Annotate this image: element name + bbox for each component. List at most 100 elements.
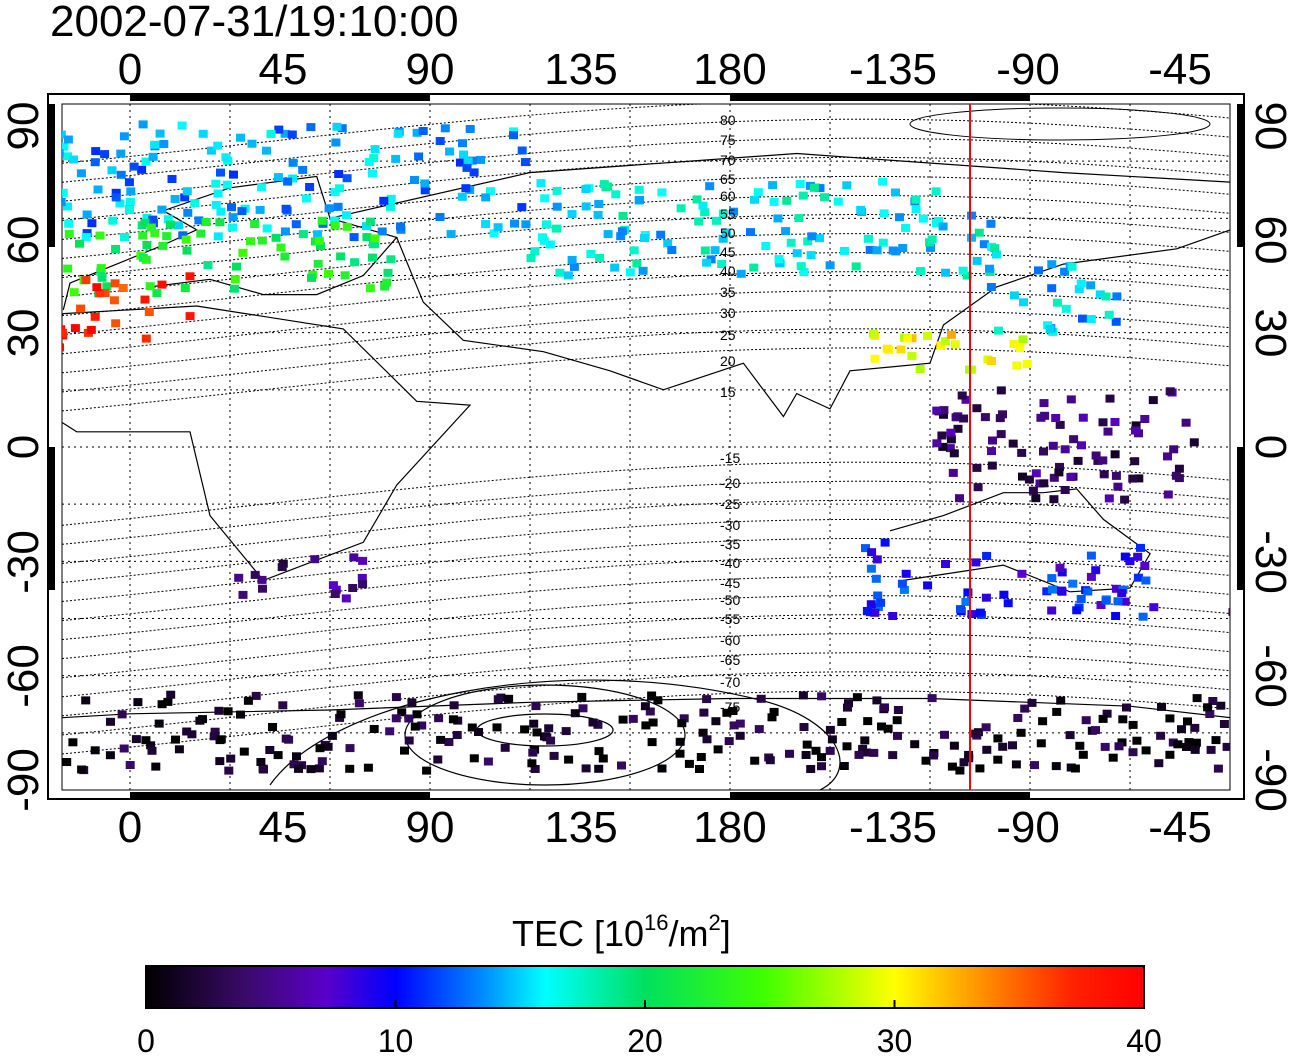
latitude-tick-label: 30 [1246,309,1292,358]
tec-cell [799,723,809,731]
tec-cell [931,187,941,196]
magnetic-contour [62,518,1230,583]
tec-cell [1112,292,1122,301]
tec-cell [465,125,475,133]
coastline [62,175,398,310]
tec-cell [801,751,811,759]
latitude-tick-label: -90 [1246,748,1292,812]
tec-cell [702,258,712,267]
tec-cell [1104,310,1114,319]
tec-cell [878,238,888,247]
tec-cell [8,165,17,173]
tec-cell [946,330,956,339]
tec-cell [108,216,118,225]
tec-cell [610,263,620,272]
tec-cell [1141,576,1151,585]
tec-cell [611,190,621,199]
tec-cell [148,215,158,224]
tec-cell [410,722,420,731]
magnetic-contour [62,595,1230,660]
tec-cell [1048,441,1058,450]
tec-cell [385,202,395,211]
tec-cell [842,742,852,751]
tec-cell [1076,595,1086,603]
tec-cell [852,693,862,702]
tec-cell [722,228,731,237]
longitude-tick-label: 135 [544,803,617,852]
tec-cell [483,757,493,766]
tec-cell [1103,427,1113,436]
tec-cell [452,731,462,739]
tec-cell [520,725,530,734]
tec-cell [221,153,231,162]
tec-cell [598,754,608,763]
tec-cell [396,222,405,231]
tec-cell [100,289,110,297]
tec-cell [489,229,499,238]
tec-cell [215,218,225,227]
tec-cell [147,746,157,755]
tec-cell [106,717,115,726]
tec-cell [1232,720,1241,728]
tec-cell [386,194,396,203]
tec-cell [62,197,66,206]
tec-cell [162,232,172,241]
tec-cell [386,255,396,264]
tec-cell [1149,603,1159,612]
tec-cell [595,254,605,262]
tec-cell [1047,284,1057,293]
tec-cell [1213,764,1223,773]
tec-cell [1028,486,1038,495]
tec-cell [349,233,359,242]
tec-cell [599,180,609,189]
tec-cell [400,746,409,755]
tec-cell [76,169,86,178]
tec-cell [1132,736,1142,745]
tec-cell [365,217,375,226]
magnetic-contour [62,347,1230,412]
tec-cell [185,312,195,321]
tec-cell [640,234,649,242]
tec-cell [667,246,677,254]
tec-cell [243,696,253,705]
tec-cell [141,255,151,264]
tec-cell [842,181,852,190]
tec-cell [528,748,538,757]
map-title: 2002-07-31/19:10:00 [50,0,459,46]
tec-cell [638,266,648,275]
tec-cell [109,296,119,305]
tec-cell [23,204,32,212]
tec-cell [152,289,162,298]
tec-cell [117,710,127,719]
tec-cell [230,275,240,284]
tec-cell [133,698,143,707]
tec-cell [313,259,323,268]
magnetic-latitude-label: 15 [720,384,736,400]
tec-cell [1156,731,1166,740]
tec-cell [358,580,368,589]
tec-cell [629,246,639,255]
axis-tick-labels: 0045459090135135180180-135-135-90-90-45-… [0,45,1292,852]
south-pole-oval [404,684,686,786]
tec-cell [872,555,882,564]
tec-cell [247,139,257,148]
tec-cell [1078,314,1087,323]
tec-cell [118,284,128,292]
longitude-tick-label: 0 [118,803,142,852]
tec-cell [1027,698,1037,707]
tec-cell [306,765,316,774]
tec-cell [866,564,876,573]
tec-cell [844,699,853,708]
tec-cell [871,574,881,583]
tec-cell [195,716,205,725]
tec-cell [594,764,604,773]
magnetic-contour [62,557,1230,621]
tec-cell [967,211,977,220]
tec-cell [1125,557,1135,566]
tec-cell [863,717,873,726]
tec-cell [107,166,117,175]
tec-cell [910,740,920,749]
tec-cell [1181,418,1191,427]
tec-cell [183,208,193,217]
tec-cell [449,701,459,710]
